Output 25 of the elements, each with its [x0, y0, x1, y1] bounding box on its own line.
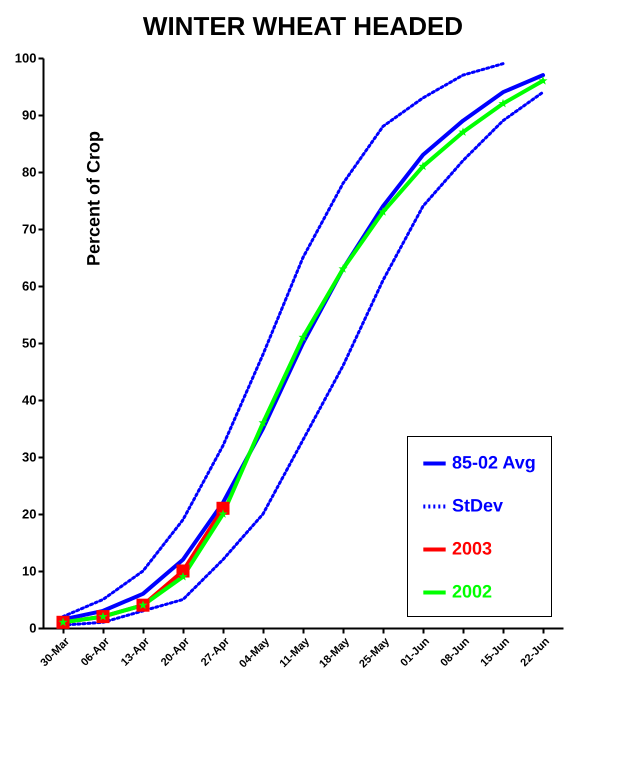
point: [178, 572, 188, 581]
y-tick-label: 30: [22, 450, 36, 464]
point: [378, 207, 388, 216]
y-tick-label: 10: [22, 564, 36, 578]
y-tick-label: 50: [22, 336, 36, 350]
point: [338, 264, 348, 273]
point: [258, 418, 268, 427]
y-tick-label: 0: [29, 620, 36, 636]
legend-label: StDev: [452, 496, 504, 516]
point: [298, 332, 308, 342]
y-axis-title: Percent of Crop: [84, 130, 104, 266]
legend-label: 2002: [452, 582, 492, 602]
y-tick-label: 80: [22, 164, 36, 180]
y-tick-label: 70: [22, 222, 36, 236]
legend-label: 85-02 Avg: [452, 452, 536, 472]
chart-title: WINTER WHEAT HEADED: [142, 11, 464, 41]
y-tick-label: 40: [22, 392, 36, 408]
y-tick-label: 90: [22, 108, 36, 122]
y-tick-label: 100: [14, 50, 36, 66]
y-tick-label: 60: [22, 278, 36, 294]
point: [218, 509, 228, 518]
point: [418, 162, 428, 170]
legend-label: 2003: [452, 538, 492, 558]
y-tick-label: 20: [22, 506, 36, 522]
point: [538, 76, 548, 85]
